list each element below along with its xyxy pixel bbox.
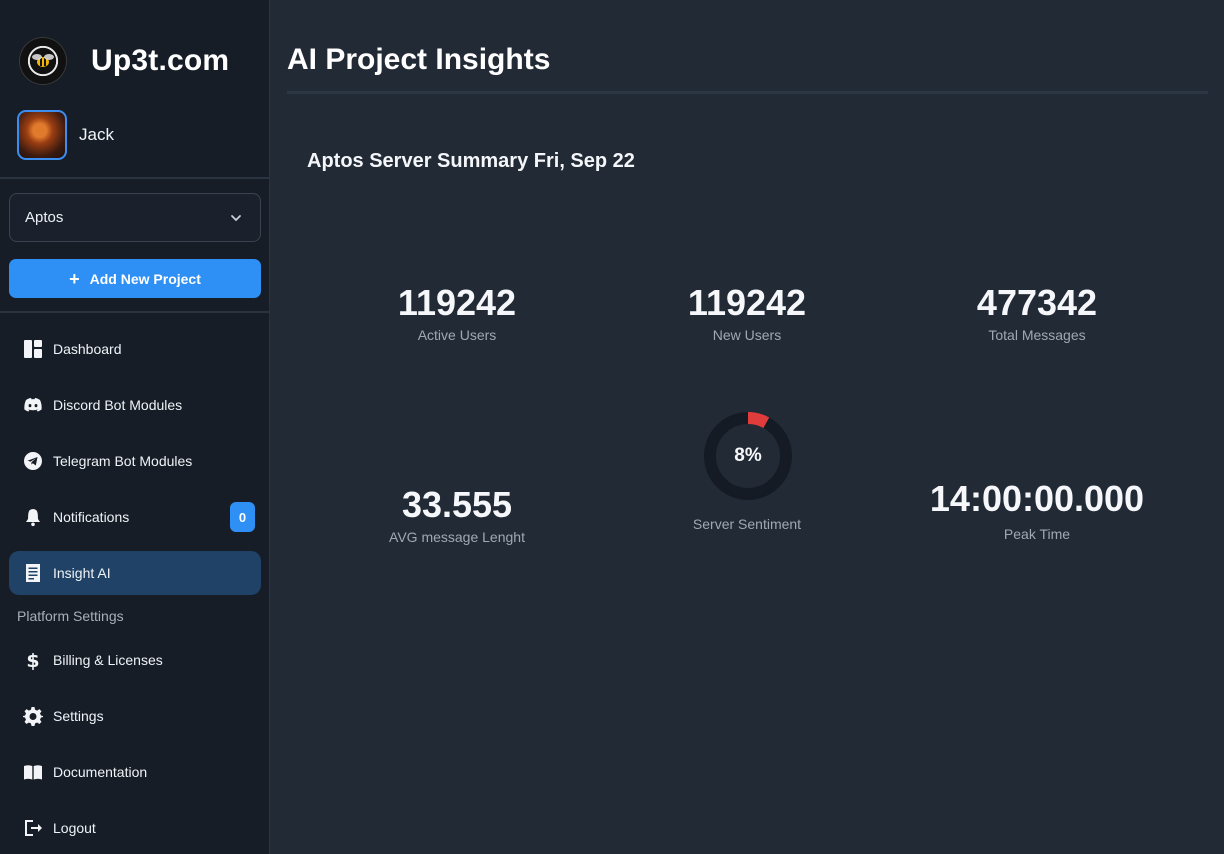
- page-title: AI Project Insights: [287, 43, 551, 76]
- notification-count-badge: 0: [230, 502, 255, 532]
- avatar: [17, 110, 67, 160]
- sidebar-item-label: Dashboard: [53, 341, 122, 357]
- stat-label: Total Messages: [988, 327, 1086, 343]
- brand[interactable]: Up3t.com: [20, 38, 229, 84]
- stat-label: Active Users: [417, 327, 497, 343]
- sidebar-item-label: Insight AI: [53, 565, 111, 581]
- stat-total-messages: 477342 Total Messages: [897, 281, 1177, 343]
- sentiment-gauge: [704, 412, 792, 500]
- user-name: Jack: [79, 125, 114, 144]
- sidebar-item-logout[interactable]: Logout: [9, 806, 261, 850]
- sidebar-item-label: Discord Bot Modules: [53, 397, 183, 413]
- stat-label: New Users: [712, 327, 782, 343]
- bee-logo-icon: [20, 38, 66, 84]
- gauge-fill: [704, 412, 792, 500]
- sidebar-item-telegram-bot-modules[interactable]: Telegram Bot Modules: [9, 439, 261, 483]
- telegram-icon: [22, 450, 44, 472]
- server-summary-heading: Aptos Server Summary Fri, Sep 22: [307, 150, 635, 172]
- project-select-value: Aptos: [25, 209, 64, 226]
- stat-value: 477342: [976, 282, 1098, 323]
- stat-new-users: 119242 New Users: [607, 281, 887, 343]
- sidebar-item-discord-bot-modules[interactable]: Discord Bot Modules: [9, 383, 261, 427]
- project-select[interactable]: Aptos: [9, 193, 261, 242]
- sidebar-item-insight-ai[interactable]: Insight AI: [9, 551, 261, 595]
- book-icon: [22, 761, 44, 783]
- stat-peak-time: 14:00:00.000 Peak Time: [919, 476, 1155, 542]
- sidebar-item-label: Notifications: [53, 509, 130, 525]
- sidebar-item-documentation[interactable]: Documentation: [9, 750, 261, 794]
- stat-value: 14:00:00.000: [929, 478, 1145, 519]
- add-new-project-button[interactable]: + Add New Project: [9, 259, 261, 298]
- stat-active-users: 119242 Active Users: [317, 281, 597, 343]
- sidebar-item-label: Settings: [53, 708, 104, 724]
- stat-avg-message-length: 33.555 AVG message Lenght: [317, 483, 597, 545]
- sidebar-item-dashboard[interactable]: Dashboard: [9, 327, 261, 371]
- plus-icon: +: [69, 268, 80, 289]
- stat-value: 33.555: [401, 484, 513, 525]
- document-list-icon: [22, 562, 44, 584]
- add-new-project-label: Add New Project: [89, 270, 201, 287]
- sidebar-item-label: Telegram Bot Modules: [53, 453, 193, 469]
- stat-label: AVG message Lenght: [389, 529, 525, 545]
- dashboard-icon: [22, 338, 44, 360]
- divider: [0, 177, 270, 179]
- stat-label: Peak Time: [1003, 526, 1071, 542]
- sidebar-item-settings[interactable]: Settings: [9, 694, 261, 738]
- sidebar-item-label: Documentation: [53, 764, 148, 780]
- sentiment-value: 8%: [734, 445, 762, 466]
- chevron-down-icon: [231, 214, 241, 221]
- sidebar-item-label: Logout: [53, 820, 96, 836]
- main-content: AI Project Insights Aptos Server Summary…: [271, 0, 1224, 854]
- sidebar: Up3t.com Jack Aptos + Add New Project Da…: [0, 0, 270, 854]
- svg-text:$: $: [26, 650, 39, 670]
- stat-value: 119242: [687, 282, 807, 323]
- user-profile[interactable]: Jack: [17, 110, 114, 160]
- platform-settings-heading: Platform Settings: [17, 608, 124, 624]
- bell-icon: [22, 506, 44, 528]
- stat-value: 119242: [397, 282, 517, 323]
- sidebar-item-label: Billing & Licenses: [53, 652, 163, 668]
- logout-icon: [22, 817, 44, 839]
- discord-icon: [22, 394, 44, 416]
- dollar-icon: $: [22, 649, 44, 671]
- divider: [0, 311, 270, 313]
- gear-icon: [22, 705, 44, 727]
- sidebar-item-billing-licenses[interactable]: $ Billing & Licenses: [9, 638, 261, 682]
- sentiment-label: Server Sentiment: [692, 516, 802, 532]
- sidebar-item-notifications[interactable]: Notifications 0: [9, 495, 261, 539]
- divider: [287, 91, 1208, 94]
- brand-name: Up3t.com: [91, 44, 230, 77]
